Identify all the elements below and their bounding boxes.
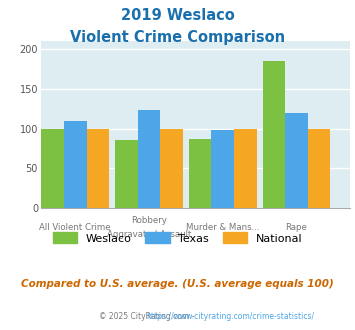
- Bar: [308, 129, 331, 208]
- Text: https://www.cityrating.com/crime-statistics/: https://www.cityrating.com/crime-statist…: [146, 312, 315, 321]
- Bar: [64, 120, 87, 208]
- Text: Rape: Rape: [286, 223, 307, 232]
- Bar: [41, 129, 64, 208]
- Bar: [234, 129, 257, 208]
- Bar: [115, 141, 138, 208]
- Bar: [212, 130, 234, 208]
- Bar: [138, 110, 160, 208]
- Text: Compared to U.S. average. (U.S. average equals 100): Compared to U.S. average. (U.S. average …: [21, 279, 334, 289]
- Text: © 2025 CityRating.com -: © 2025 CityRating.com -: [99, 312, 197, 321]
- Text: Murder & Mans...: Murder & Mans...: [186, 223, 260, 232]
- Text: Robbery: Robbery: [131, 216, 167, 225]
- Bar: [87, 129, 109, 208]
- Bar: [285, 114, 308, 208]
- Text: Aggravated Assault: Aggravated Assault: [107, 230, 191, 239]
- Legend: Weslaco, Texas, National: Weslaco, Texas, National: [53, 232, 302, 244]
- Bar: [263, 61, 285, 208]
- Text: 2019 Weslaco: 2019 Weslaco: [121, 8, 234, 23]
- Bar: [189, 139, 212, 208]
- Bar: [160, 129, 183, 208]
- Text: Violent Crime Comparison: Violent Crime Comparison: [70, 30, 285, 45]
- Text: All Violent Crime: All Violent Crime: [39, 223, 111, 232]
